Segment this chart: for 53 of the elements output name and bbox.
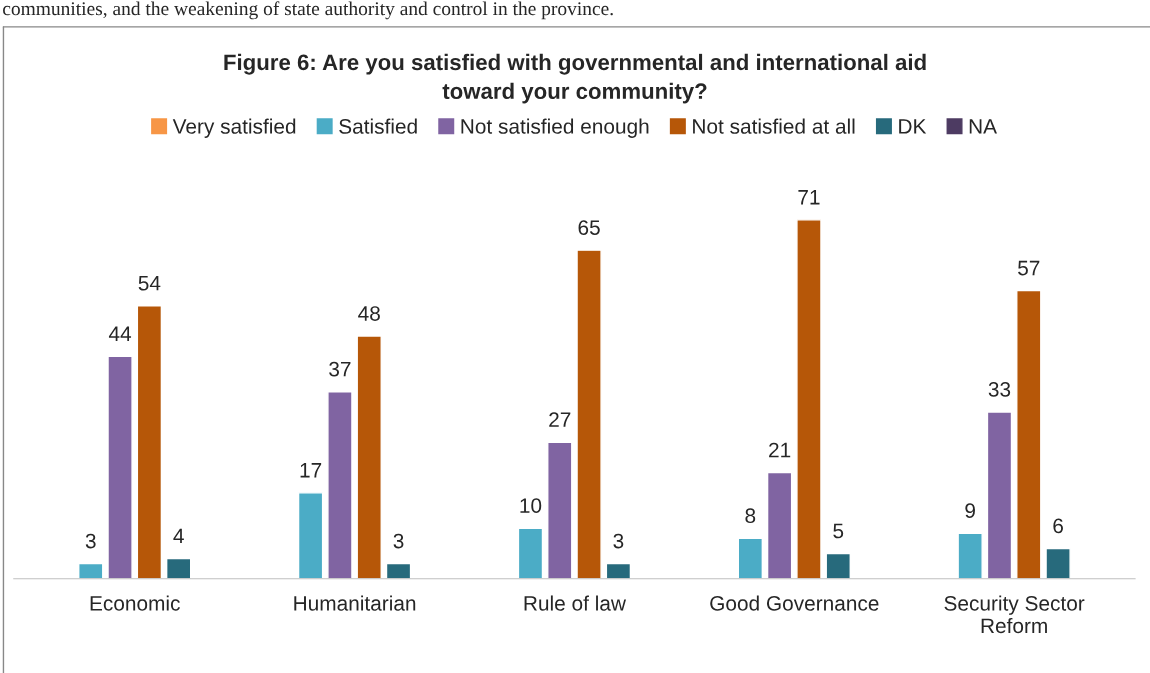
data-label: 44 (108, 326, 132, 341)
data-label: 21 (769, 442, 791, 458)
chart-title: Figure 6: Are you satisfied with governmental and international aid toward your community? (224, 53, 926, 104)
bar (796, 219, 822, 579)
x-tick-label: Rule of law (524, 595, 627, 611)
data-label: 33 (988, 381, 1011, 397)
bar (766, 471, 793, 579)
data-label: 5 (833, 523, 844, 539)
data-label: 37 (329, 361, 351, 377)
legend-label: DK (899, 119, 927, 134)
data-label: 8 (745, 508, 756, 524)
bar (957, 532, 983, 579)
data-label: 48 (358, 306, 380, 321)
x-tick-label: Economic (90, 595, 180, 611)
bar (385, 562, 412, 579)
bar (1045, 547, 1071, 579)
bar (605, 562, 632, 579)
bar (517, 527, 544, 579)
bar (136, 305, 163, 579)
text: communities, and the weakening of state authority and control in the province. (3, 1, 613, 20)
bar (78, 562, 104, 579)
legend-label: Not satisfied enough (461, 118, 649, 138)
bar (547, 441, 573, 579)
x-tick-label: Good Governance (710, 595, 879, 611)
data-label: 65 (578, 220, 600, 235)
bar (297, 492, 324, 579)
data-label: 71 (798, 190, 820, 205)
bar (1016, 289, 1042, 579)
legend-label: Not satisfied at all (693, 118, 855, 134)
bar (825, 552, 851, 579)
data-label: 54 (138, 276, 161, 291)
bar (986, 411, 1013, 579)
bar (165, 557, 192, 579)
bar (107, 355, 133, 579)
data-label: 6 (1053, 518, 1063, 534)
data-label: 3 (613, 533, 624, 549)
data-label: 57 (1018, 260, 1040, 276)
data-label: 9 (965, 503, 975, 519)
data-label: 4 (173, 528, 184, 544)
bar (327, 391, 353, 579)
x-tick-label: Humanitarian (294, 595, 416, 611)
legend-label: NA (969, 119, 997, 134)
data-label: 17 (300, 463, 322, 478)
bar (737, 537, 764, 579)
legend-label: Very satisfied (172, 118, 296, 138)
data-label: 3 (393, 533, 404, 549)
data-label: 10 (520, 498, 542, 513)
data-label: 3 (85, 533, 96, 549)
legend-label: Satisfied (339, 118, 417, 134)
data-label: 27 (549, 412, 571, 427)
bar (576, 249, 602, 579)
bar (356, 335, 382, 579)
x-tick-label: Security Sector Reform (944, 595, 1085, 634)
